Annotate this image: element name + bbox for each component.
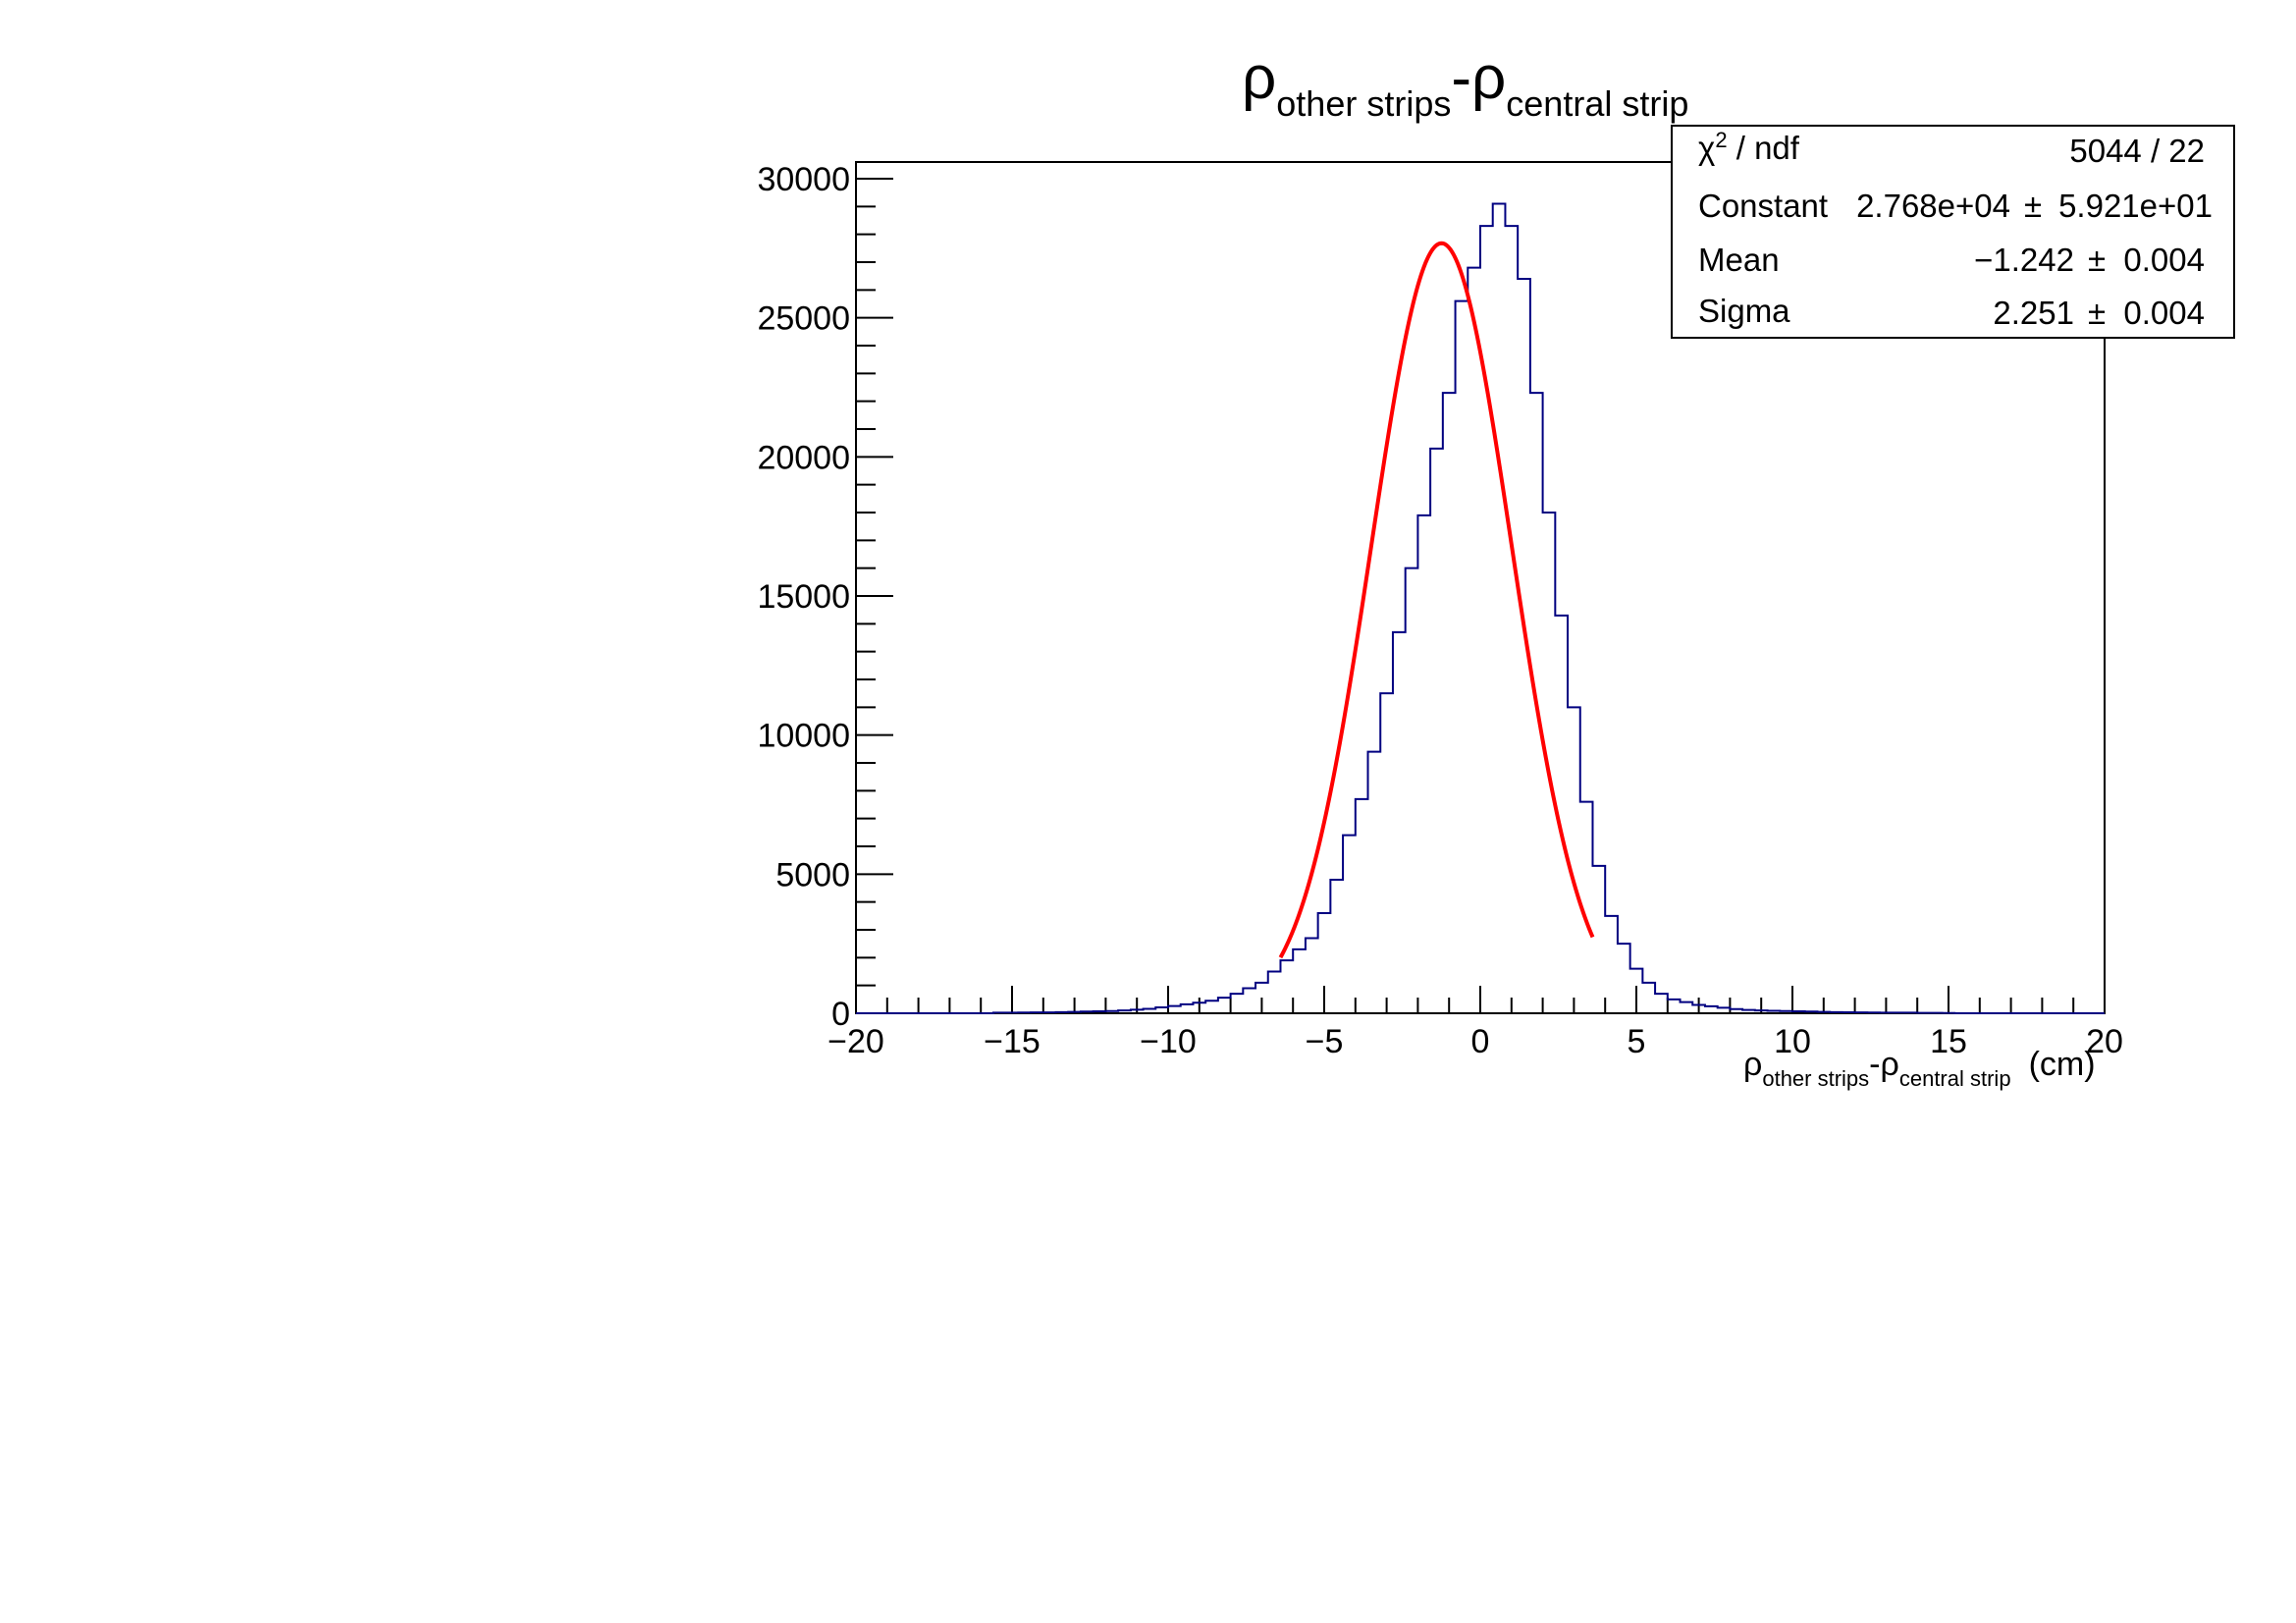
histogram-bin xyxy=(1468,268,1480,1013)
histogram-bin xyxy=(1293,949,1306,1013)
y-tick-label: 30000 xyxy=(757,161,850,198)
title-subscript-1: other strips xyxy=(1276,83,1451,124)
histogram-bin xyxy=(1430,449,1443,1013)
histogram-bin xyxy=(1480,226,1493,1013)
histogram-bin xyxy=(1168,1006,1181,1013)
histogram-bin xyxy=(1380,693,1393,1013)
stats-row-pm: ± xyxy=(2024,188,2042,224)
stats-chi2-label: χ2 / ndf xyxy=(1698,128,1800,166)
histogram-bin xyxy=(1681,1002,1693,1013)
xlabel-rho-2: -ρ xyxy=(1869,1046,1899,1083)
histogram-bin xyxy=(1368,752,1381,1013)
x-axis-label: ρother strips-ρcentral strip (cm) xyxy=(1743,1046,2096,1091)
histogram-bin xyxy=(1642,983,1655,1013)
stats-row-pm: ± xyxy=(2088,295,2106,331)
stats-row-name: Constant xyxy=(1698,188,1828,224)
stats-row-error: 5.921e+01 xyxy=(2058,188,2213,224)
chi-ndf-text: / ndf xyxy=(1728,130,1800,166)
fit-stats-box: χ2 / ndf 5044 / 22 Constant 2.768e+04 ± … xyxy=(1671,125,2235,339)
stats-row-pm: ± xyxy=(2088,242,2106,278)
xlabel-rho-1: ρ xyxy=(1743,1046,1762,1083)
stats-row-error: 0.004 xyxy=(2123,295,2205,331)
stats-box-frame xyxy=(1671,125,2235,339)
y-axis-tick-labels: 0 5000 10000 15000 20000 25000 30000 xyxy=(757,161,850,1033)
histogram-bin xyxy=(1605,916,1618,1013)
x-tick-label: 15 xyxy=(1930,1023,1967,1060)
xlabel-unit: (cm) xyxy=(2029,1046,2096,1083)
histogram-bin xyxy=(1205,1001,1218,1013)
histogram-bin xyxy=(1218,998,1231,1013)
histogram-bin xyxy=(1318,913,1331,1013)
histogram-bin xyxy=(1255,983,1268,1013)
x-tick-label: 10 xyxy=(1774,1023,1811,1060)
x-tick-label: 0 xyxy=(1471,1023,1490,1060)
x-tick-label: −10 xyxy=(1140,1023,1197,1060)
y-tick-label: 0 xyxy=(831,996,850,1033)
stats-row-value: 2.251 xyxy=(1993,295,2074,331)
y-axis-ticks xyxy=(856,178,893,1014)
x-tick-label: 20 xyxy=(2086,1023,2123,1060)
histogram-bin xyxy=(1543,513,1556,1013)
histogram-bin xyxy=(1443,393,1456,1013)
histogram-bin xyxy=(1406,568,1418,1013)
chi-symbol: χ xyxy=(1698,130,1715,166)
histogram-bin xyxy=(1417,515,1430,1013)
histogram-bin xyxy=(1231,994,1244,1013)
title-rho-2: -ρ xyxy=(1451,44,1506,112)
histogram-bin xyxy=(1343,836,1356,1013)
histogram-bin xyxy=(1268,972,1281,1014)
histogram-bin xyxy=(1505,226,1518,1013)
histogram-bin xyxy=(1692,1005,1705,1014)
xlabel-subscript-2: central strip xyxy=(1899,1066,2011,1091)
histogram-bin xyxy=(1592,866,1605,1013)
xlabel-subscript-1: other strips xyxy=(1762,1066,1869,1091)
x-tick-label: −15 xyxy=(984,1023,1041,1060)
histogram-bin xyxy=(1356,799,1368,1013)
histogram-bin xyxy=(1705,1006,1718,1013)
chart-title: ρother strips-ρcentral strip xyxy=(1242,44,1688,124)
x-tick-label: −20 xyxy=(828,1023,884,1060)
histogram-bin xyxy=(1306,939,1318,1014)
histogram-bin xyxy=(1181,1004,1194,1013)
gaussian-fit-curve xyxy=(1278,241,1595,959)
x-axis-tick-labels: −20 −15 −10 −5 0 5 10 15 20 xyxy=(828,1023,2123,1060)
histogram-bin xyxy=(1655,994,1668,1013)
stats-row-value: −1.242 xyxy=(1974,242,2074,278)
x-tick-label: −5 xyxy=(1306,1023,1344,1060)
y-tick-label: 15000 xyxy=(757,578,850,616)
chi-superscript: 2 xyxy=(1715,128,1727,152)
histogram-bin xyxy=(1280,960,1293,1013)
y-tick-label: 20000 xyxy=(757,439,850,476)
stats-row-name: Sigma xyxy=(1698,293,1790,329)
histogram-bin xyxy=(1668,1000,1681,1013)
title-rho-1: ρ xyxy=(1242,44,1276,112)
histogram-bin xyxy=(1330,880,1343,1013)
stats-chi2-value: 5044 / 22 xyxy=(2069,133,2205,169)
x-tick-label: 5 xyxy=(1628,1023,1646,1060)
histogram-bin xyxy=(1618,944,1630,1013)
y-tick-label: 25000 xyxy=(757,300,850,338)
stats-row-error: 0.004 xyxy=(2123,242,2205,278)
title-subscript-2: central strip xyxy=(1506,83,1688,124)
histogram-bin xyxy=(1243,989,1255,1014)
y-tick-label: 10000 xyxy=(757,718,850,755)
histogram-bin xyxy=(1630,969,1643,1013)
x-axis-ticks xyxy=(855,986,2106,1013)
histogram-bin xyxy=(1456,301,1468,1013)
histogram-bin xyxy=(1393,632,1406,1013)
histogram-bin xyxy=(1493,204,1506,1014)
histogram-bin xyxy=(1193,1002,1205,1013)
histogram-outline xyxy=(856,202,2105,1014)
stats-row-value: 2.768e+04 xyxy=(1856,188,2010,224)
y-tick-label: 5000 xyxy=(775,856,850,893)
stats-row-name: Mean xyxy=(1698,242,1780,278)
